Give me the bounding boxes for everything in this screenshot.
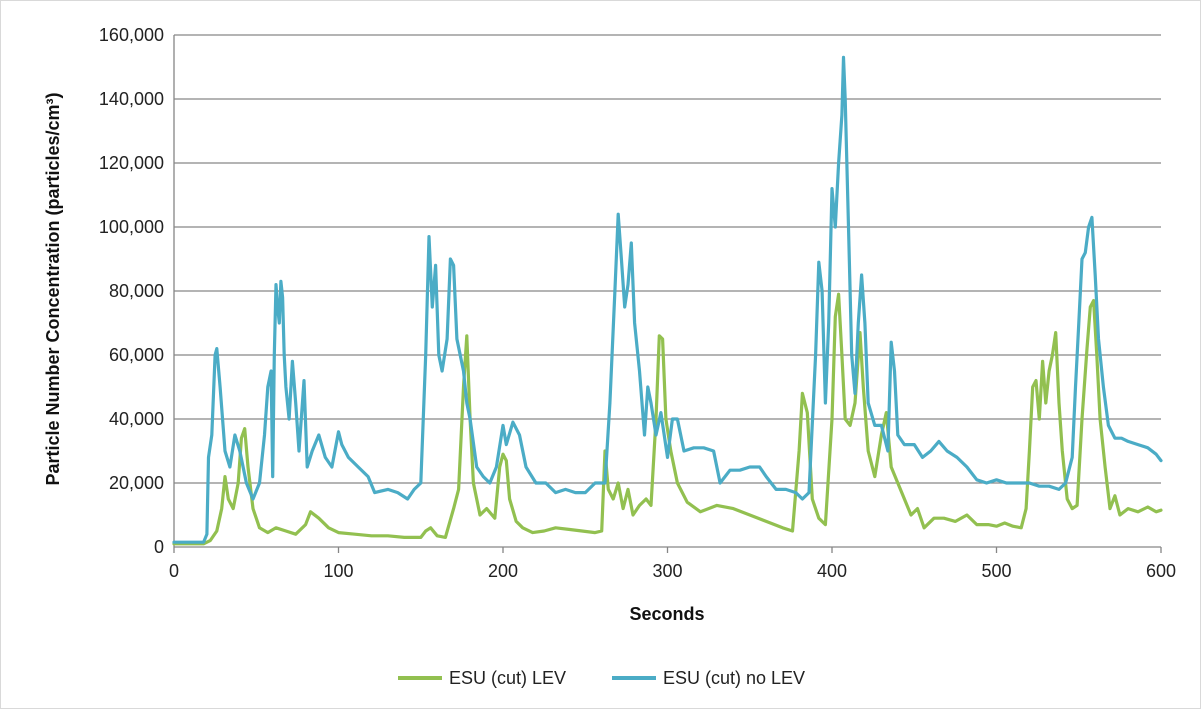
y-axis-title: Particle Number Concentration (particles… <box>43 92 63 485</box>
x-tick-label: 500 <box>981 561 1011 581</box>
y-tick-label: 20,000 <box>109 473 164 493</box>
y-tick-label: 140,000 <box>99 89 164 109</box>
axes <box>173 35 1162 553</box>
y-tick-label: 160,000 <box>99 25 164 45</box>
y-tick-label: 80,000 <box>109 281 164 301</box>
x-tick-label: 400 <box>817 561 847 581</box>
x-tick-label: 300 <box>652 561 682 581</box>
x-tick-label: 100 <box>323 561 353 581</box>
y-tick-label: 40,000 <box>109 409 164 429</box>
series-lines <box>172 55 1163 546</box>
x-axis-tick-labels: 0 100 200 300 400 500 600 <box>169 561 1176 581</box>
legend: ESU (cut) LEV ESU (cut) no LEV <box>398 668 805 688</box>
y-tick-label: 100,000 <box>99 217 164 237</box>
x-tick-label: 200 <box>488 561 518 581</box>
x-tick-label: 600 <box>1146 561 1176 581</box>
y-axis-tick-labels: 0 20,000 40,000 60,000 80,000 100,000 120,000 1… <box>99 25 164 557</box>
y-tick-label: 0 <box>154 537 164 557</box>
series-line-esu-cut-lev <box>172 292 1163 546</box>
series-line-esu-cut-no-lev <box>172 55 1163 544</box>
gridlines <box>174 34 1161 484</box>
y-tick-label: 60,000 <box>109 345 164 365</box>
legend-label: ESU (cut) no LEV <box>663 668 805 688</box>
legend-label: ESU (cut) LEV <box>449 668 566 688</box>
x-axis-title: Seconds <box>629 604 704 624</box>
x-tick-label: 0 <box>169 561 179 581</box>
y-tick-label: 120,000 <box>99 153 164 173</box>
